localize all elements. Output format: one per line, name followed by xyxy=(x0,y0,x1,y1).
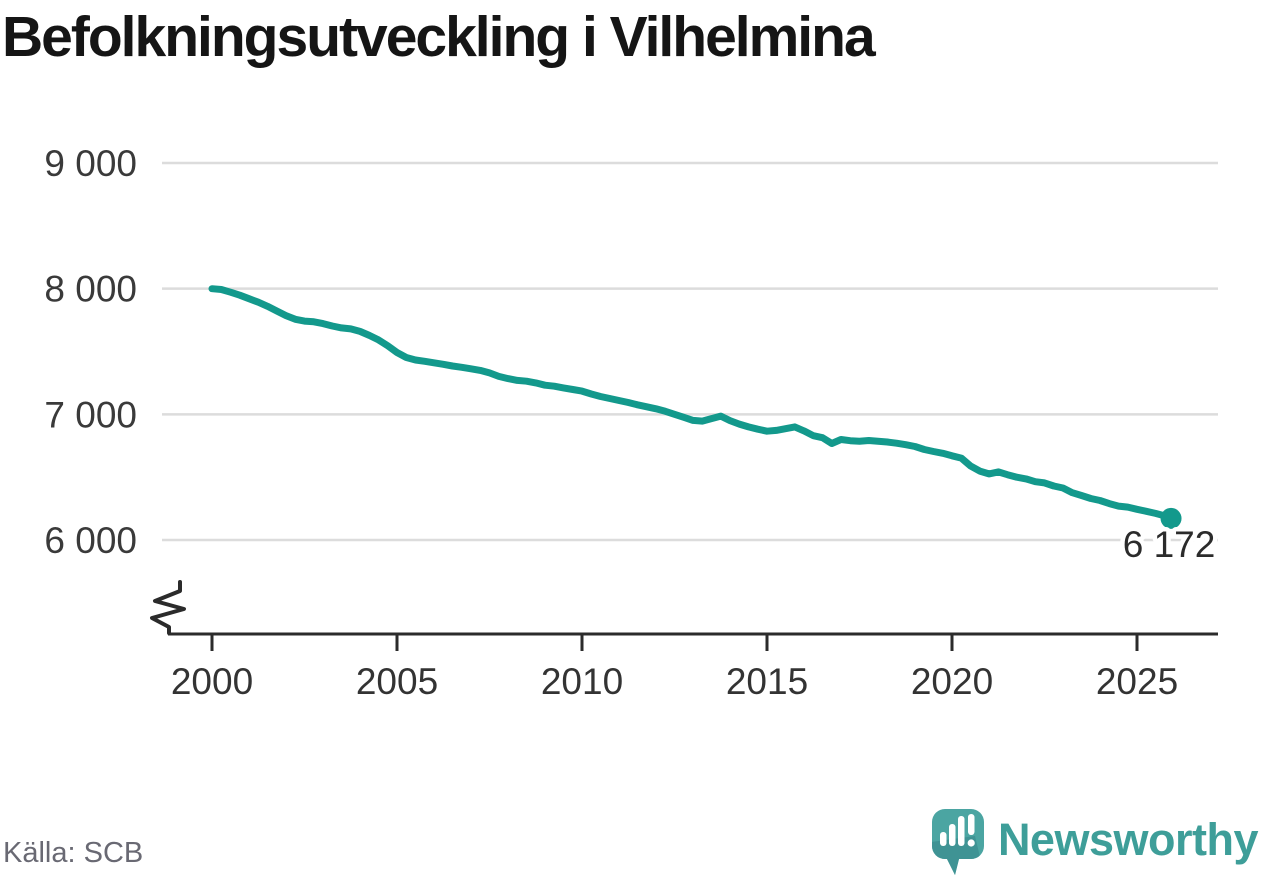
population-line xyxy=(208,285,1175,522)
logo-bar-chart-icon xyxy=(939,814,975,847)
end-point-label: 6 172 xyxy=(1123,524,1216,565)
y-tick-label: 8 000 xyxy=(44,269,137,310)
newsworthy-logo-text: Newsworthy xyxy=(997,813,1259,865)
axis-break-icon xyxy=(150,580,186,635)
end-point-dot xyxy=(1160,507,1182,529)
newsworthy-logo: Newsworthy xyxy=(931,808,1259,878)
x-tick-label: 2020 xyxy=(911,661,993,702)
chart-title: Befolkningsutveckling i Vilhelmina xyxy=(2,5,876,69)
x-tick-label: 2015 xyxy=(726,661,808,702)
logo-exclamation-stem xyxy=(967,814,975,835)
logo-exclamation-dot xyxy=(967,839,975,847)
x-tick-label: 2010 xyxy=(541,661,623,702)
x-tick-label: 2025 xyxy=(1096,661,1178,702)
y-tick-label: 7 000 xyxy=(44,394,137,435)
x-tick-label: 2000 xyxy=(171,661,253,702)
y-tick-label: 9 000 xyxy=(44,143,137,184)
y-tick-label: 6 000 xyxy=(44,520,137,561)
newsworthy-logo-icon xyxy=(931,809,984,875)
x-tick-label: 2005 xyxy=(356,661,438,702)
source-note: Källa: SCB xyxy=(3,837,144,869)
